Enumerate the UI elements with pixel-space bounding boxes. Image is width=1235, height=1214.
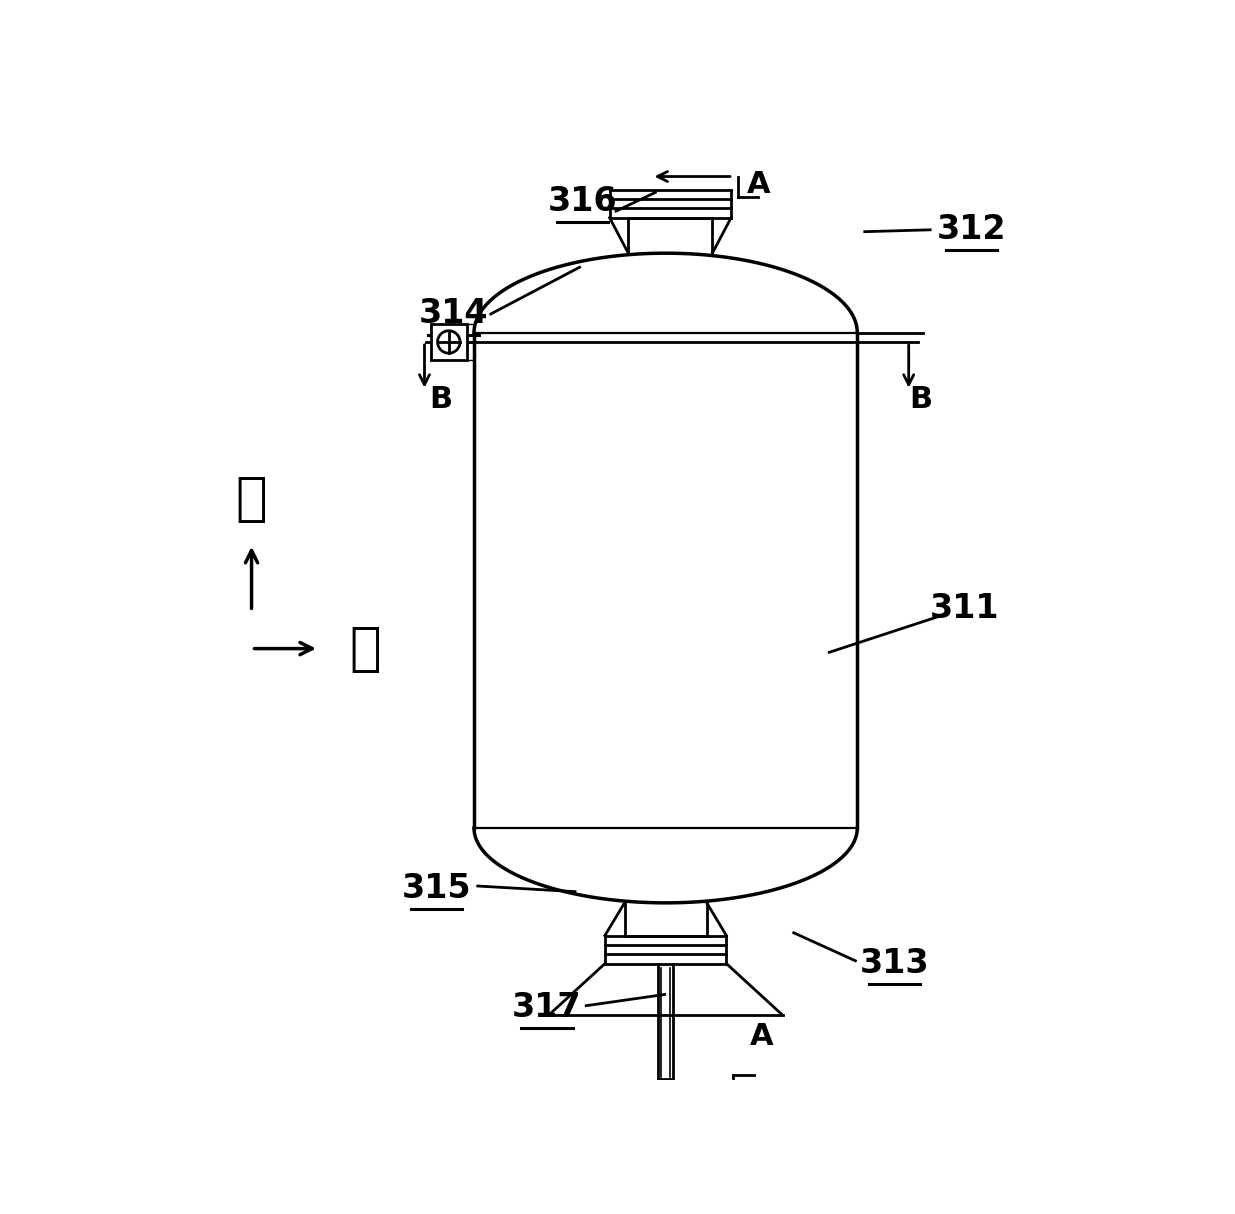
Text: A: A bbox=[747, 170, 771, 199]
Text: 311: 311 bbox=[930, 592, 999, 625]
Text: 316: 316 bbox=[547, 186, 618, 219]
Text: 315: 315 bbox=[401, 873, 472, 906]
Bar bbox=[431, 324, 467, 359]
Text: 312: 312 bbox=[936, 214, 1007, 246]
Text: B: B bbox=[429, 385, 452, 414]
Text: 314: 314 bbox=[419, 297, 488, 330]
Text: B: B bbox=[909, 385, 932, 414]
Text: 右: 右 bbox=[350, 623, 382, 675]
Text: 317: 317 bbox=[513, 991, 582, 1025]
Text: 313: 313 bbox=[860, 947, 930, 980]
Text: A: A bbox=[750, 1022, 774, 1051]
Text: 上: 上 bbox=[236, 473, 267, 524]
